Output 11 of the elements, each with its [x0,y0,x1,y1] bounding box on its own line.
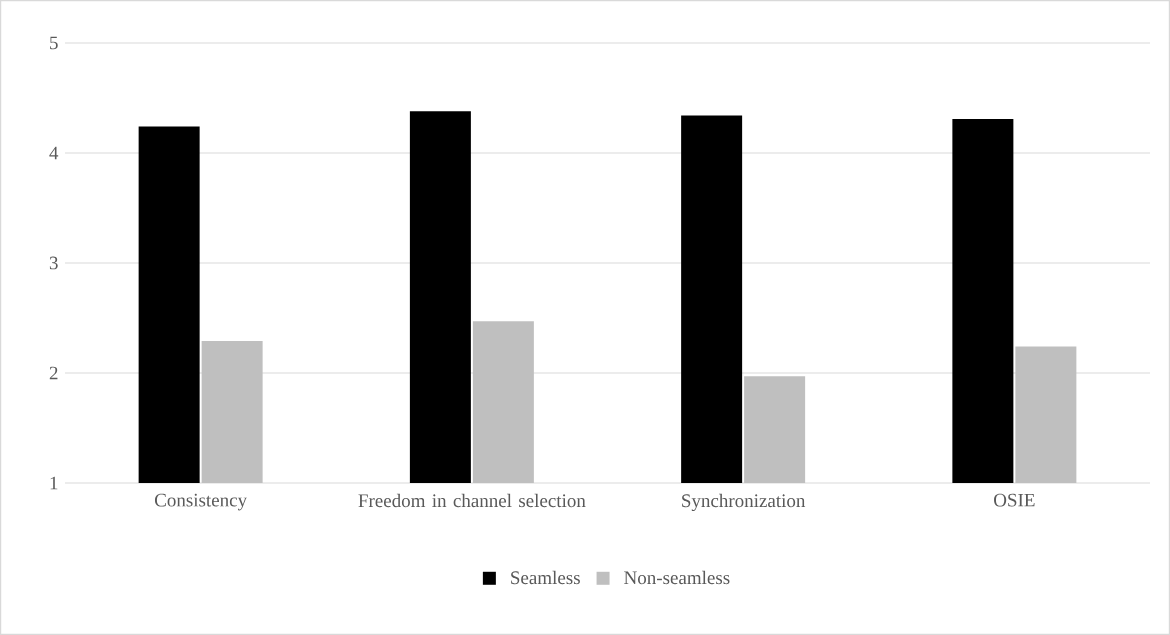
x-tick-label: OSIE [994,493,1035,507]
legend-label: Non-seamless [624,570,730,585]
y-tick-label: 3 [49,256,58,270]
legend-label: Seamless [511,570,580,585]
y-tick-label: 2 [49,366,58,380]
x-tick-label: Consistency [154,493,247,511]
x-tick-label: Freedom in channel selection [358,493,586,508]
y-tick-label: 5 [50,36,58,50]
y-tick-label: 1 [50,476,58,490]
x-tick-label: Synchronization [682,493,806,512]
y-tick-label: 4 [49,146,59,160]
